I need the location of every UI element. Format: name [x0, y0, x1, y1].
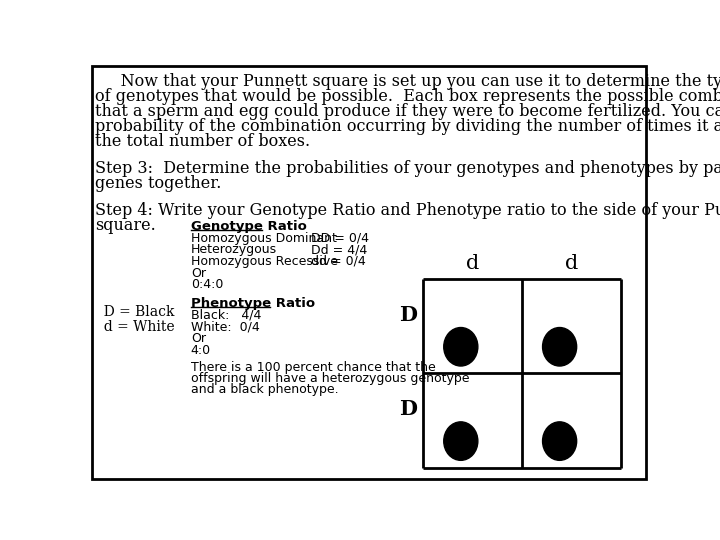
- Text: D: D: [399, 399, 417, 419]
- Text: d = White: d = White: [94, 320, 174, 334]
- Text: dd = 0/4: dd = 0/4: [311, 255, 366, 268]
- Text: D = Black: D = Black: [94, 305, 174, 319]
- Text: of genotypes that would be possible.  Each box represents the possible combinati: of genotypes that would be possible. Eac…: [94, 87, 720, 105]
- Ellipse shape: [543, 422, 577, 460]
- Text: Or: Or: [191, 332, 206, 345]
- Text: d: d: [466, 254, 480, 273]
- Text: Phenotype Ratio: Phenotype Ratio: [191, 298, 315, 310]
- Text: Or: Or: [191, 267, 206, 280]
- Text: Black:   4/4: Black: 4/4: [191, 309, 261, 322]
- Text: the total number of boxes.: the total number of boxes.: [94, 132, 310, 150]
- Text: genes together.: genes together.: [94, 175, 221, 192]
- Text: There is a 100 percent chance that the: There is a 100 percent chance that the: [191, 361, 436, 374]
- Text: DD = 0/4: DD = 0/4: [311, 232, 369, 245]
- Text: Step 3:  Determine the probabilities of your genotypes and phenotypes by pairing: Step 3: Determine the probabilities of y…: [94, 160, 720, 177]
- Ellipse shape: [444, 328, 478, 366]
- Ellipse shape: [543, 328, 577, 366]
- Text: that a sperm and egg could produce if they were to become fertilized. You can fi: that a sperm and egg could produce if th…: [94, 103, 720, 119]
- Text: square.: square.: [94, 217, 156, 234]
- Text: 4:0: 4:0: [191, 343, 211, 356]
- Text: d: d: [565, 254, 578, 273]
- Ellipse shape: [444, 422, 478, 460]
- Text: Genotype Ratio: Genotype Ratio: [191, 220, 307, 233]
- Text: 0:4:0: 0:4:0: [191, 278, 223, 291]
- Text: Homozygous Dominant: Homozygous Dominant: [191, 232, 337, 245]
- Text: Heterozygous: Heterozygous: [191, 244, 277, 256]
- Text: offspring will have a heterozygous genotype: offspring will have a heterozygous genot…: [191, 372, 469, 385]
- Text: and a black phenotype.: and a black phenotype.: [191, 383, 338, 396]
- Text: Now that your Punnett square is set up you can use it to determine the types: Now that your Punnett square is set up y…: [94, 72, 720, 90]
- Text: White:  0/4: White: 0/4: [191, 320, 259, 333]
- Text: D: D: [399, 305, 417, 325]
- Text: Dd = 4/4: Dd = 4/4: [311, 244, 367, 256]
- Text: probability of the combination occurring by dividing the number of times it appe: probability of the combination occurring…: [94, 118, 720, 134]
- Text: Homozygous Recessive: Homozygous Recessive: [191, 255, 338, 268]
- Text: Step 4: Write your Genotype Ratio and Phenotype ratio to the side of your Punnet: Step 4: Write your Genotype Ratio and Ph…: [94, 202, 720, 219]
